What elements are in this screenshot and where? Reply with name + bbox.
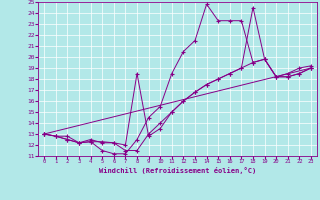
X-axis label: Windchill (Refroidissement éolien,°C): Windchill (Refroidissement éolien,°C) [99, 167, 256, 174]
